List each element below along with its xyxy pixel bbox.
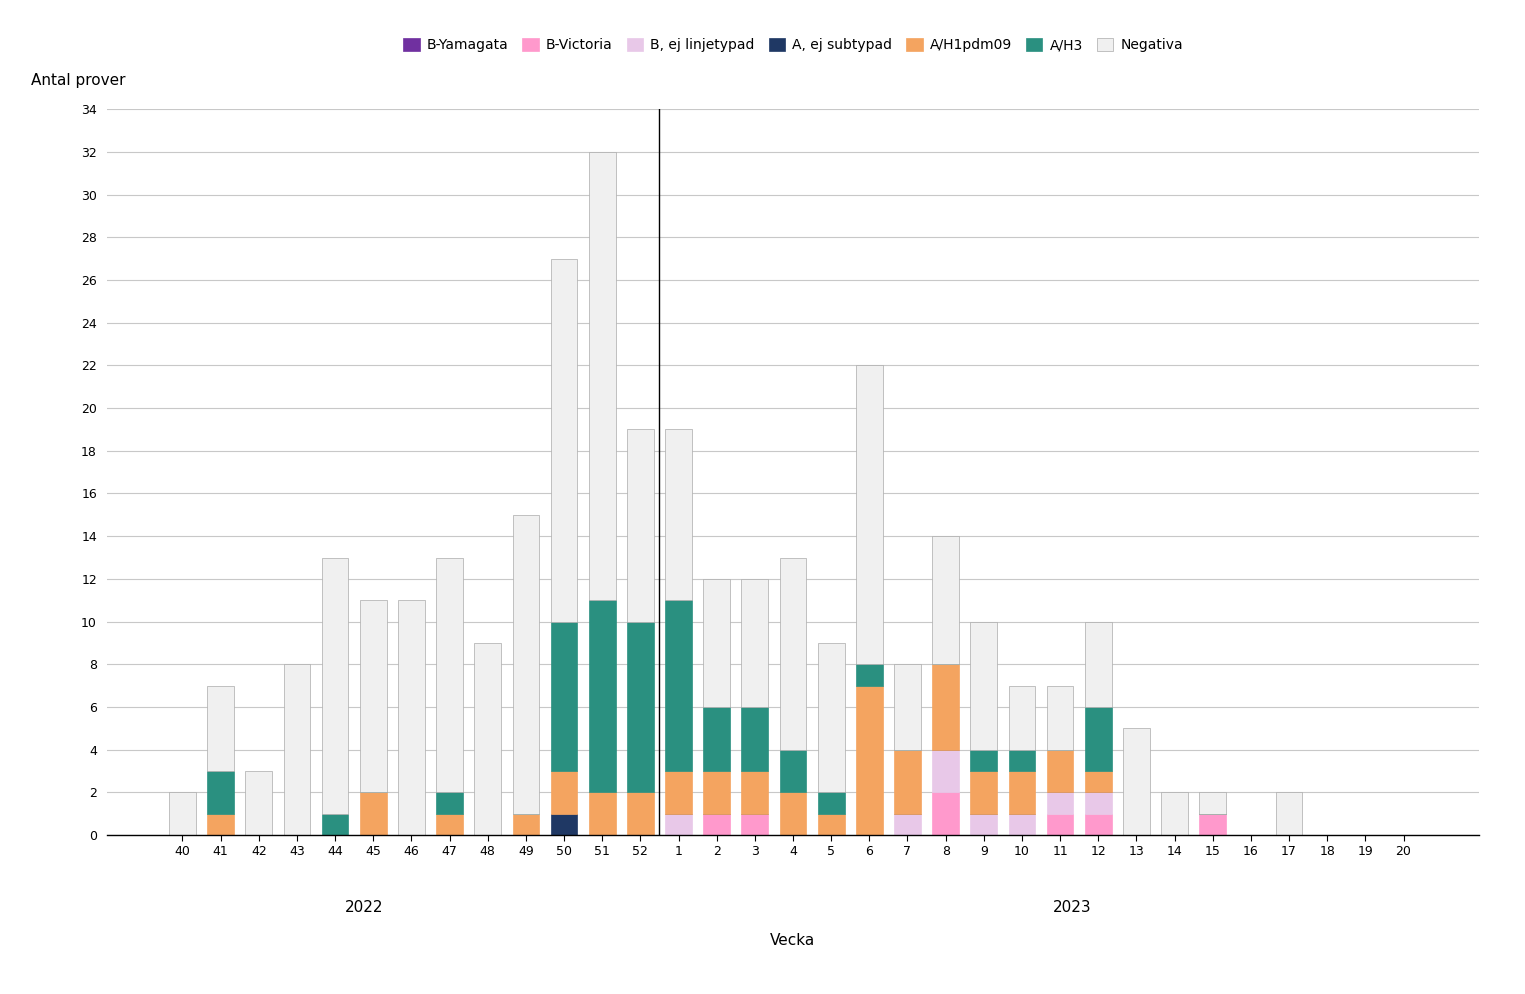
Bar [1046,792,1074,814]
Bar [856,366,883,664]
Bar [894,664,921,749]
Bar [856,664,883,686]
Bar [894,814,921,835]
Bar [589,792,616,835]
Bar [627,621,654,792]
Bar [551,814,578,835]
Bar [665,429,692,600]
Bar [665,814,692,835]
Bar [1084,621,1112,707]
Bar [1084,792,1112,814]
Bar [1008,771,1035,814]
Text: Vecka: Vecka [770,933,816,948]
Bar [817,643,845,792]
Bar [741,771,769,814]
Bar [207,771,233,814]
Bar [741,579,769,707]
Bar [436,814,464,835]
Bar [1008,814,1035,835]
Bar [246,771,271,835]
Bar [627,792,654,835]
Bar [169,792,195,835]
Bar [1199,814,1226,835]
Bar [551,258,578,621]
Bar [512,814,540,835]
Bar [627,429,654,621]
Bar [1046,814,1074,835]
Bar [398,600,425,835]
Bar [970,621,997,749]
Bar [703,707,730,771]
Bar [1008,749,1035,771]
Bar [1161,792,1188,835]
Bar [551,771,578,814]
Bar [779,792,807,835]
Bar [703,771,730,814]
Bar [703,579,730,707]
Bar [1084,814,1112,835]
Bar [817,792,845,814]
Text: Antal prover: Antal prover [32,73,125,87]
Bar [665,600,692,771]
Bar [589,152,616,600]
Bar [779,558,807,749]
Bar [932,536,959,664]
Bar [360,792,387,835]
Bar [741,707,769,771]
Bar [589,600,616,792]
Bar [703,814,730,835]
Bar [436,792,464,814]
Bar [322,558,349,814]
Bar [1122,729,1150,835]
Bar [1276,792,1302,835]
Bar [1084,707,1112,771]
Bar [207,814,233,835]
Bar [665,771,692,814]
Bar [207,686,233,771]
Bar [932,749,959,792]
Bar [360,600,387,792]
Bar [284,664,310,835]
Bar [817,814,845,835]
Bar [741,814,769,835]
Bar [551,621,578,771]
Text: 2023: 2023 [1052,901,1090,915]
Bar [970,814,997,835]
Bar [970,771,997,814]
Bar [512,515,540,814]
Legend: B-Yamagata, B-Victoria, B, ej linjetypad, A, ej subtypad, A/H1pdm09, A/H3, Negat: B-Yamagata, B-Victoria, B, ej linjetypad… [398,33,1188,58]
Bar [1046,686,1074,749]
Bar [436,558,464,792]
Text: 2022: 2022 [345,901,383,915]
Bar [970,749,997,771]
Bar [779,749,807,792]
Bar [1199,792,1226,814]
Bar [856,686,883,835]
Bar [322,814,349,835]
Bar [894,749,921,814]
Bar [932,664,959,749]
Bar [1008,686,1035,749]
Bar [474,643,502,835]
Bar [1046,749,1074,792]
Bar [1084,771,1112,792]
Bar [932,792,959,835]
